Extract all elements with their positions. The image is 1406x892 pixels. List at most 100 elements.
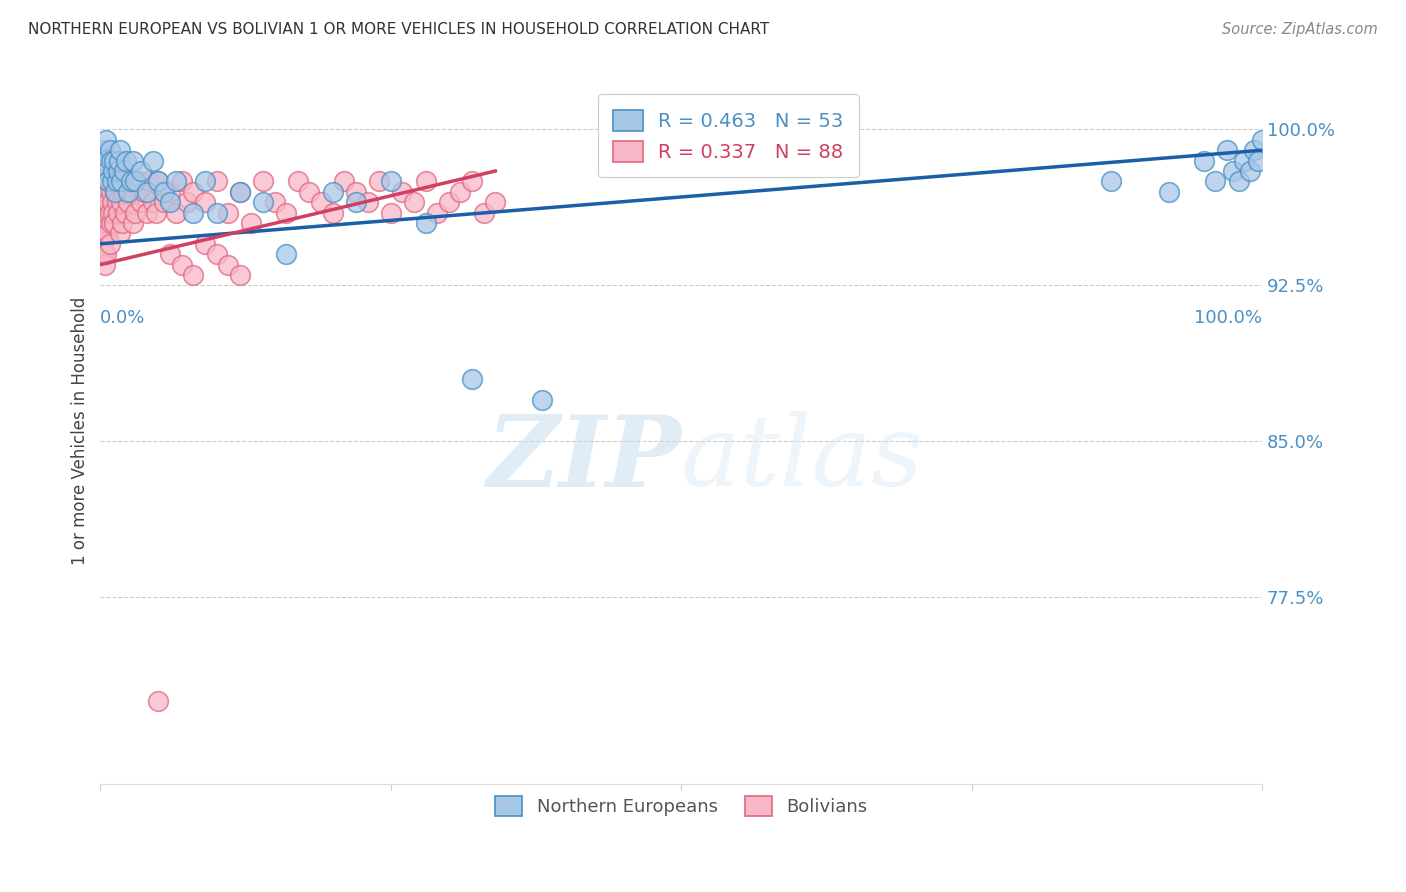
Point [105,195,128,210]
Point [98,205,121,219]
Point [101,195,124,210]
Point [97,195,120,210]
Point [135,185,157,199]
Point [159,195,181,210]
Point [115,153,138,168]
Point [91,236,114,251]
Text: ZIP: ZIP [486,411,681,508]
Point [194,174,217,188]
Point [135,205,157,219]
Point [124,205,146,219]
Point [101,174,124,188]
Point [122,216,145,230]
Point [96,164,118,178]
Point [90,247,112,261]
Point [93,185,115,199]
Point [100,216,122,230]
Point [1227,174,1250,188]
Point [110,174,132,188]
Point [1216,143,1239,157]
Point [181,185,204,199]
Point [217,258,239,272]
Point [426,205,449,219]
Point [449,185,471,199]
Point [120,174,142,188]
Text: Source: ZipAtlas.com: Source: ZipAtlas.com [1222,22,1378,37]
Point [380,205,402,219]
Point [461,174,484,188]
Point [98,143,121,157]
Point [91,205,114,219]
Point [1233,153,1256,168]
Point [96,133,118,147]
Point [276,247,298,261]
Point [94,195,117,210]
Point [127,174,149,188]
Point [402,195,425,210]
Point [94,153,117,168]
Point [484,195,506,210]
Point [108,143,131,157]
Point [1222,164,1244,178]
Point [98,236,121,251]
Point [101,205,124,219]
Point [114,205,136,219]
Point [252,195,274,210]
Legend: Northern Europeans, Bolivians: Northern Europeans, Bolivians [486,787,876,825]
Point [165,174,187,188]
Point [96,174,118,188]
Point [145,205,167,219]
Point [129,164,152,178]
Point [356,195,378,210]
Point [205,205,228,219]
Point [1239,164,1261,178]
Point [142,195,165,210]
Point [333,174,356,188]
Point [472,205,495,219]
Point [96,185,118,199]
Point [391,185,413,199]
Point [229,185,252,199]
Point [91,174,114,188]
Point [380,174,402,188]
Point [1243,143,1265,157]
Point [101,174,124,188]
Point [530,392,553,407]
Point [103,216,125,230]
Point [142,153,165,168]
Point [96,205,118,219]
Point [112,185,135,199]
Point [437,195,460,210]
Point [153,195,176,210]
Point [298,185,321,199]
Point [94,227,117,241]
Point [148,174,170,188]
Point [159,247,181,261]
Point [205,247,228,261]
Point [344,185,367,199]
Point [181,205,204,219]
Point [91,143,114,157]
Point [134,185,156,199]
Point [129,195,152,210]
Text: 100.0%: 100.0% [1194,309,1263,326]
Point [107,205,129,219]
Point [120,185,142,199]
Point [1192,153,1215,168]
Point [115,174,138,188]
Point [117,185,139,199]
Point [240,216,263,230]
Point [122,153,145,168]
Point [322,185,344,199]
Point [309,195,332,210]
Point [108,174,131,188]
Point [165,205,187,219]
Point [97,227,120,241]
Point [97,174,120,188]
Point [1099,174,1122,188]
Point [170,258,193,272]
Point [1157,185,1180,199]
Point [148,694,170,708]
Point [111,216,134,230]
Point [252,174,274,188]
